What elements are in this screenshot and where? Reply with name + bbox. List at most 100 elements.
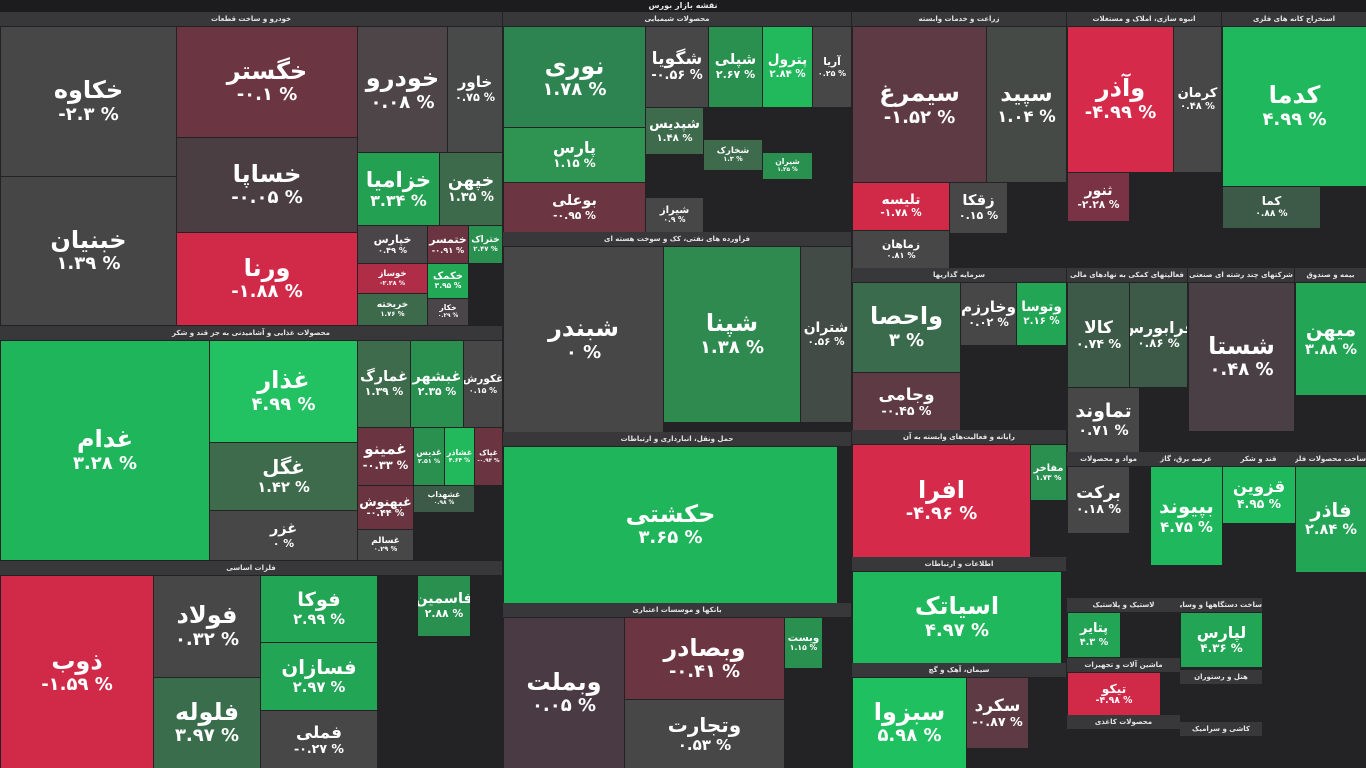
stock-tile[interactable]: برکت ۰.۱۸ %	[1068, 467, 1129, 533]
stock-tile[interactable]: تیکو -۴.۹۸ %	[1068, 673, 1160, 715]
stock-tile[interactable]: کدما ۴.۹۹ %	[1223, 27, 1366, 186]
stock-tile[interactable]: خساپا -۰.۰۵ %	[177, 138, 357, 232]
stock-tile[interactable]: غدیس ۲.۵۱ %	[414, 428, 444, 485]
stock-tile[interactable]: شیران ۱.۲۵ %	[763, 153, 812, 179]
stock-tile[interactable]: سبزوا ۵.۹۸ %	[853, 678, 966, 768]
stock-tile[interactable]: افرا -۴.۹۶ %	[853, 445, 1030, 557]
stock-tile[interactable]: غذار ۴.۹۹ %	[210, 341, 357, 442]
stock-tile[interactable]: ختراک ۲.۴۷ %	[469, 226, 502, 263]
stock-tile[interactable]: ورنا -۱.۸۸ %	[177, 233, 357, 325]
stock-tile[interactable]: غشاذر ۴.۶۴ %	[445, 428, 474, 485]
stock-tile[interactable]: سیمرغ -۱.۵۲ %	[853, 27, 986, 182]
stock-tile[interactable]: خکاوه -۲.۳ %	[1, 27, 176, 176]
stock-tile[interactable]: کما ۰.۸۸ %	[1223, 187, 1320, 228]
stock-tile[interactable]: ختمسر -۰.۹۱ %	[428, 226, 468, 263]
stock-tile[interactable]: آریا ۰.۲۵ %	[813, 27, 851, 107]
stock-tile[interactable]: غدام ۳.۲۸ %	[1, 341, 209, 560]
stock-tile[interactable]: غپاک -۰.۹۳ %	[475, 428, 502, 485]
tile-change: -۱.۵۹ %	[41, 674, 113, 696]
stock-tile[interactable]: غمینو -۰.۳۳ %	[358, 428, 413, 485]
tile-change: ۰.۵۶ %	[807, 336, 845, 349]
stock-tile[interactable]: بوعلی -۰.۹۵ %	[504, 183, 645, 232]
stock-tile[interactable]: فولاد ۰.۳۲ %	[154, 576, 260, 677]
stock-tile[interactable]: خگستر -۰.۱ %	[177, 27, 357, 137]
stock-tile[interactable]: خپهن ۱.۳۵ %	[440, 153, 502, 225]
stock-tile[interactable]: وبملت ۰.۰۵ %	[504, 618, 624, 768]
stock-tile[interactable]: فاذر ۲.۸۴ %	[1296, 467, 1366, 572]
stock-tile[interactable]: وتوسا ۲.۱۶ %	[1017, 283, 1066, 345]
stock-tile[interactable]: پترول ۲.۸۴ %	[763, 27, 812, 107]
stock-tile[interactable]: فملی -۰.۲۷ %	[261, 711, 377, 768]
stock-tile[interactable]: کرمان ۰.۴۸ %	[1174, 27, 1221, 172]
stock-tile[interactable]: غسالم ۰.۲۹ %	[358, 530, 413, 560]
tile-symbol: وبصادر	[663, 633, 746, 662]
stock-tile[interactable]: زقکا ۰.۱۵ %	[950, 183, 1007, 233]
stock-tile[interactable]: وتجارت ۰.۵۳ %	[625, 700, 784, 768]
stock-tile[interactable]: شپدیس ۱.۴۸ %	[646, 108, 703, 154]
stock-tile[interactable]: غگل ۱.۴۲ %	[210, 443, 357, 510]
tile-change: ۲.۳۵ %	[417, 385, 457, 399]
stock-tile[interactable]: خزامیا ۳.۳۴ %	[358, 153, 439, 225]
stock-tile[interactable]: شپنا ۱.۳۸ %	[664, 247, 800, 422]
stock-tile[interactable]: وبصادر -۰.۴۱ %	[625, 618, 784, 699]
stock-tile[interactable]: نوری ۱.۷۸ %	[504, 27, 645, 127]
stock-tile[interactable]: وبست ۱.۱۵ %	[785, 618, 822, 668]
stock-tile[interactable]: شتران ۰.۵۶ %	[801, 247, 851, 422]
stock-tile[interactable]: پتایر ۴.۳ %	[1068, 613, 1120, 657]
stock-tile[interactable]: غبشهر ۲.۳۵ %	[411, 341, 463, 427]
stock-tile[interactable]: خودرو ۰.۰۸ %	[358, 27, 447, 152]
stock-tile[interactable]: فرابورس۰.۸۶ %	[1130, 283, 1187, 387]
stock-tile[interactable]: ثنور -۲.۲۸ %	[1068, 173, 1129, 221]
tile-symbol: خکمک	[433, 270, 463, 282]
stock-tile[interactable]: خپارس ۰.۴۹ %	[358, 226, 427, 263]
tile-change: -۰.۹۱ %	[431, 245, 465, 256]
stock-tile[interactable]: زماهان ۰.۸۱ %	[853, 231, 949, 268]
stock-tile[interactable]: سپید ۱.۰۴ %	[987, 27, 1066, 182]
stock-tile[interactable]: وخارزم ۰.۰۲ %	[961, 283, 1016, 345]
stock-tile[interactable]: فوکا ۲.۹۹ %	[261, 576, 377, 642]
stock-tile[interactable]: خریخته ۱.۷۶ %	[358, 294, 427, 325]
stock-tile[interactable]: شستا ۰.۴۸ %	[1189, 283, 1294, 431]
stock-tile[interactable]: وآذر -۴.۹۹ %	[1068, 27, 1173, 172]
stock-tile[interactable]: فلوله ۳.۹۷ %	[154, 678, 260, 768]
stock-tile[interactable]: لپارس ۴.۳۶ %	[1181, 613, 1262, 667]
stock-tile[interactable]: قزوین ۴.۹۵ %	[1223, 467, 1295, 523]
stock-tile[interactable]: غمارگ ۱.۳۹ %	[358, 341, 410, 427]
stock-tile[interactable]: شگویا -۰.۵۶ %	[646, 27, 708, 107]
stock-tile[interactable]: خبنیان ۱.۳۹ %	[1, 177, 176, 325]
stock-tile[interactable]: بپیوند ۴.۷۵ %	[1151, 467, 1222, 565]
stock-tile[interactable]: اسیاتک ۴.۹۷ %	[853, 572, 1061, 663]
tile-symbol: پتایر	[1080, 620, 1108, 636]
tile-symbol: کما	[1261, 194, 1282, 209]
stock-tile[interactable]: کالا ۰.۷۴ %	[1068, 283, 1129, 387]
stock-tile[interactable]: مفاخر ۱.۷۳ %	[1031, 445, 1066, 500]
map-title: نقشه بازار بورس	[0, 0, 1366, 12]
stock-tile[interactable]: پارس ۱.۱۵ %	[504, 128, 645, 182]
stock-tile[interactable]: خوساز -۲.۲۸ %	[358, 264, 427, 293]
tile-symbol: شخارک	[716, 146, 750, 157]
stock-tile[interactable]: میهن ۳.۸۸ %	[1296, 283, 1366, 395]
tile-symbol: تیکو	[1101, 681, 1127, 696]
stock-tile[interactable]: حکشتی ۳.۶۵ %	[504, 447, 837, 603]
tile-change: -۴.۹۸ %	[1095, 694, 1133, 706]
stock-tile[interactable]: فاسمین ۲.۸۸ %	[418, 576, 470, 636]
tile-symbol: شپنا	[705, 309, 759, 338]
stock-tile[interactable]: غشهداب ۰.۹۸ %	[414, 486, 474, 512]
stock-tile[interactable]: فسازان ۲.۹۷ %	[261, 643, 377, 710]
stock-tile[interactable]: سکرد -۰.۸۷ %	[967, 678, 1028, 748]
stock-tile[interactable]: واحصا ۳ %	[853, 283, 960, 372]
stock-tile[interactable]: خکار ۰.۲۹ %	[428, 299, 468, 325]
stock-tile[interactable]: شخارک ۱.۳ %	[704, 140, 762, 170]
stock-tile[interactable]: خاور ۰.۷۵ %	[448, 27, 502, 152]
stock-tile[interactable]: غبهنوش -۰.۴۴ %	[358, 486, 413, 529]
stock-tile[interactable]: شبندر ۰ %	[504, 247, 663, 432]
stock-tile[interactable]: غزر ۰ %	[210, 511, 357, 560]
stock-tile[interactable]: شپلی ۲.۶۷ %	[709, 27, 762, 107]
stock-tile[interactable]: وجامی -۰.۴۵ %	[853, 373, 960, 430]
stock-tile[interactable]: تماوند ۰.۷۱ %	[1068, 388, 1139, 452]
stock-tile[interactable]: غکورش ۰.۱۵ %	[464, 341, 502, 427]
stock-tile[interactable]: ذوب -۱.۵۹ %	[1, 576, 153, 768]
stock-tile[interactable]: شیراز ۰.۹ %	[646, 198, 703, 232]
stock-tile[interactable]: خکمک ۳.۹۵ %	[428, 264, 468, 298]
stock-tile[interactable]: تلیسه -۱.۷۸ %	[853, 183, 949, 230]
